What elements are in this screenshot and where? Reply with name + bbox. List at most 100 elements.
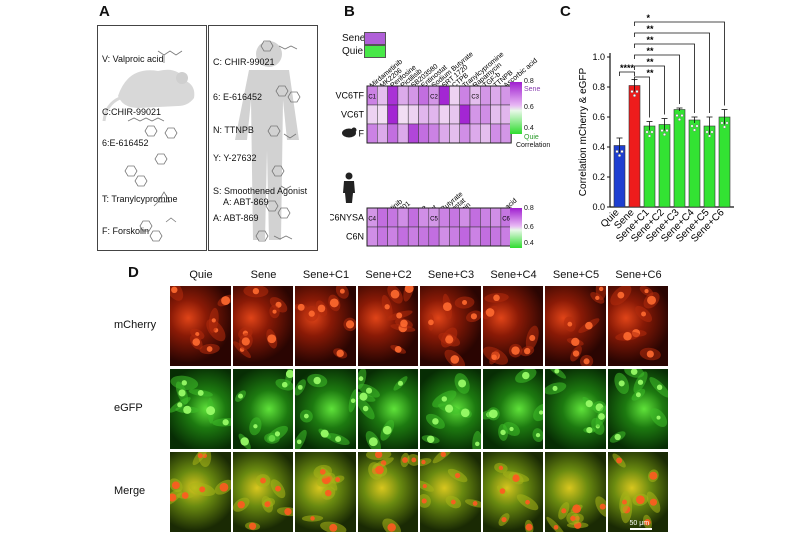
cell-nucleus	[397, 380, 403, 386]
cell-nucleus	[274, 485, 281, 492]
panel-label-b: B	[344, 3, 355, 20]
y-tick-label: 0.2	[592, 172, 605, 182]
cell-nucleus	[285, 369, 294, 379]
cell-nucleus	[490, 354, 497, 360]
scale-bar	[629, 528, 652, 530]
bar	[628, 85, 641, 208]
heatmap-cell	[366, 123, 378, 144]
micrograph-egfp	[351, 367, 418, 453]
heatmap-mark: C3	[471, 95, 479, 101]
heatmap-cell	[490, 207, 502, 228]
drug-label: V: Valproic acid	[102, 54, 164, 64]
cell-nucleus	[525, 523, 533, 531]
sig-bracket	[634, 43, 695, 113]
cell-nucleus	[499, 488, 505, 494]
heatmap-cell	[387, 85, 399, 106]
cell-nucleus	[523, 347, 530, 355]
cell-nucleus	[426, 435, 435, 443]
cell-nucleus	[178, 389, 186, 397]
heatmap-cell	[459, 207, 471, 228]
heatmap-mark: C1	[368, 95, 376, 101]
heatmap-cell	[480, 123, 491, 144]
y-axis-label: Correlation mCherry & eGFP	[578, 67, 589, 196]
cell-nucleus	[441, 396, 448, 402]
data-point	[647, 134, 651, 138]
micrograph-mcherry	[357, 275, 418, 366]
cell-nucleus	[358, 376, 363, 381]
micrograph-mcherry	[420, 286, 482, 370]
heatmap-cell	[407, 226, 419, 247]
sig-bracket	[634, 76, 650, 118]
row-header: eGFP	[114, 402, 143, 414]
cell-nucleus	[395, 312, 402, 319]
cell-nucleus	[615, 457, 622, 464]
cell-nucleus	[195, 332, 200, 337]
drug-label: C: CHIR-99021	[213, 57, 275, 67]
drug-label: S: Smoothened Agonist	[213, 186, 308, 196]
heatmap-mark: C4	[368, 217, 376, 223]
micrograph-mcherry	[294, 283, 357, 366]
drug-label: 6:E-616452	[102, 138, 149, 148]
cell-nucleus	[266, 334, 276, 344]
heatmap-cell	[397, 104, 409, 125]
data-point	[695, 124, 699, 128]
cell-nucleus	[586, 426, 593, 434]
cell-nucleus	[183, 405, 192, 414]
cell-nucleus	[567, 321, 573, 327]
cell-nucleus	[428, 319, 434, 326]
heatmap-cell	[407, 207, 419, 228]
cell-nucleus	[442, 302, 452, 312]
row-header: mCherry	[114, 319, 157, 331]
cell-nucleus	[445, 335, 454, 344]
cell-nucleus	[656, 384, 662, 390]
drug-label: N: TTNPB	[213, 125, 254, 135]
cell-nucleus	[508, 426, 514, 432]
heatmap-cell	[397, 207, 409, 228]
bar	[718, 116, 731, 208]
bar	[658, 124, 671, 208]
colorbar-sene: Sene	[524, 86, 541, 93]
cell-nucleus	[583, 358, 590, 365]
colorbar-bottom	[510, 208, 522, 248]
cell-nucleus	[643, 519, 651, 526]
cell-nucleus	[368, 437, 378, 447]
drug-label: A: ABT-869	[223, 197, 269, 207]
colorbar-bottom-min: 0.4	[524, 240, 534, 247]
cell-nucleus	[168, 493, 177, 502]
micrograph-egfp	[168, 369, 240, 449]
cell-nucleus	[197, 453, 203, 459]
cell-nucleus	[181, 492, 189, 499]
drug-label: A: ABT-869	[213, 213, 259, 223]
cell-nucleus	[614, 433, 621, 441]
micrograph-mcherry	[482, 286, 543, 366]
data-point	[650, 130, 654, 134]
sig-label: **	[647, 57, 655, 67]
column-header: Sene+C4	[490, 269, 537, 281]
legend-sene-swatch	[364, 32, 386, 45]
heatmap-cell	[490, 104, 502, 125]
cell-nucleus	[197, 389, 204, 396]
cell-nucleus	[384, 304, 390, 310]
cell-nucleus	[616, 291, 624, 299]
heatmap-cell	[449, 226, 460, 247]
micrograph-egfp	[478, 368, 549, 449]
heatmap-cell	[418, 85, 430, 106]
data-point	[710, 130, 714, 134]
micrograph-mcherry	[545, 277, 607, 368]
legend-quie-swatch	[364, 45, 386, 58]
cell-nucleus	[646, 295, 656, 305]
micrograph-egfp	[420, 369, 483, 457]
cell-nucleus	[492, 294, 500, 302]
cell-nucleus	[362, 405, 368, 412]
heatmap-row-label: VC6TF	[335, 91, 364, 101]
cell-nucleus	[274, 431, 280, 437]
heatmap-cell	[397, 226, 409, 247]
column-header: Sene+C1	[302, 269, 350, 281]
column-header: Sene+C3	[427, 269, 475, 281]
cell-nucleus	[553, 524, 559, 530]
cell-nucleus	[374, 465, 384, 475]
cell-nucleus	[296, 439, 302, 445]
cell-nucleus	[386, 523, 396, 532]
cell-nucleus	[571, 337, 580, 347]
micrograph-merge	[415, 445, 486, 532]
